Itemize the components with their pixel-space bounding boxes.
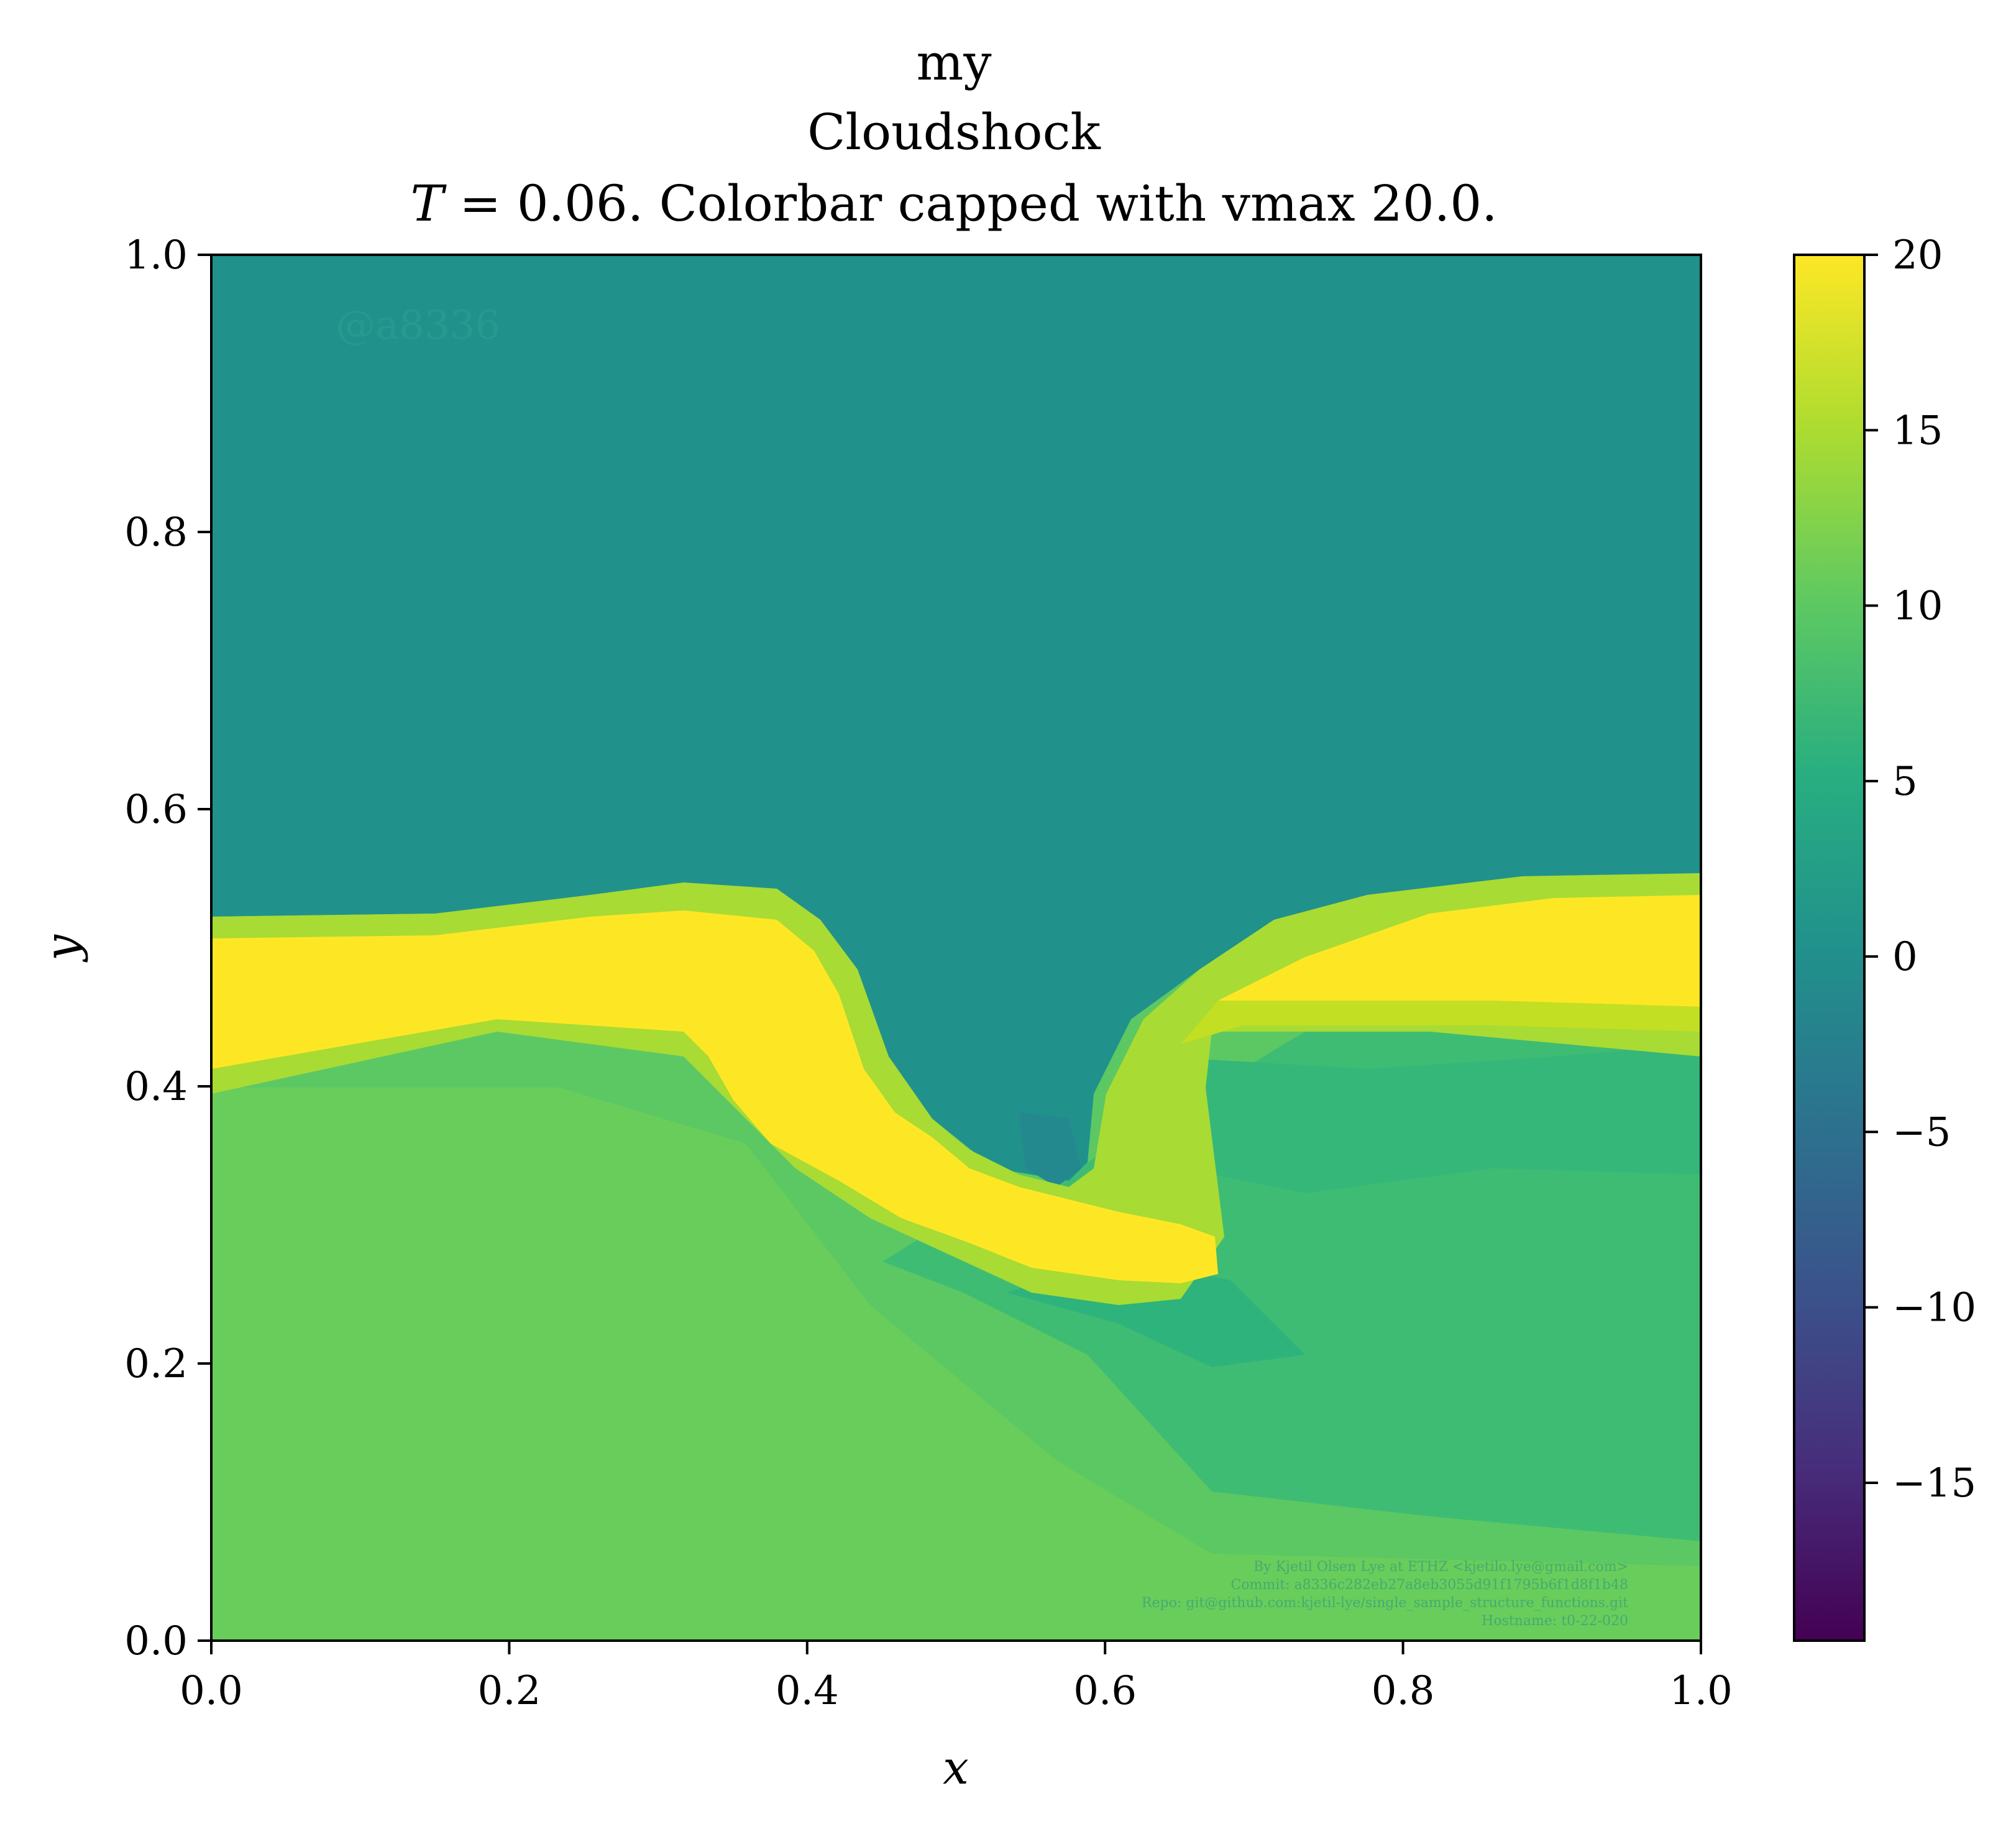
colorbar-tick-label: −10: [1892, 1285, 1976, 1331]
field-lower-left: [211, 1088, 1701, 1641]
watermark-tag: @a8336: [336, 303, 500, 349]
field-upper-dip: [1019, 1112, 1081, 1187]
title-line-1: my: [916, 34, 991, 91]
y-tick-label: 0.0: [124, 1618, 188, 1664]
colorbar-tick-label: 0: [1892, 934, 1918, 980]
colorbar-tick-label: 15: [1892, 408, 1943, 454]
title-t-rest: = 0.06. Colorbar capped with vmax 20.0.: [444, 175, 1498, 232]
plot-frame: [210, 254, 1702, 1642]
chart-title: my Cloudshock T = 0.06. Colorbar capped …: [410, 34, 1497, 232]
y-tick-label: 1.0: [124, 232, 188, 278]
colorbar-tick-label: −5: [1892, 1109, 1951, 1155]
y-tick-label: 0.6: [124, 787, 188, 833]
y-axis-label: y: [35, 934, 89, 963]
title-t-symbol: T: [410, 175, 447, 232]
field-lower-right-mid: [1156, 1044, 1701, 1193]
x-tick-label: 0.2: [478, 1668, 541, 1714]
y-tick-label: 0.4: [124, 1064, 188, 1110]
colorbar-axis: 20 15 10 5 0 −5 −10 −15: [1864, 232, 1976, 1506]
colorbar-tick-label: −15: [1892, 1460, 1976, 1506]
watermark-footer-line-3: Repo: git@github.com:kjetil-lye/single_s…: [1142, 1595, 1628, 1611]
colorbar: [1793, 254, 1866, 1642]
x-tick-label: 0.0: [180, 1668, 243, 1714]
watermark-footer-line-2: Commit: a8336c282eb27a8eb3055d91f1795b6f…: [1230, 1577, 1628, 1593]
y-tick-label: 0.2: [124, 1341, 188, 1387]
watermark-footer-line-4: Hostname: t0-22-020: [1482, 1613, 1628, 1629]
field-band-fringe-right: [1181, 1001, 1701, 1044]
colorbar-tick-label: 10: [1892, 584, 1943, 630]
colorbar-tick-label: 20: [1892, 232, 1943, 278]
title-line-2: Cloudshock: [807, 103, 1101, 161]
field-band-core-right: [1218, 895, 1701, 1007]
heatmap-field: [211, 255, 1701, 1641]
y-axis: 0.0 0.2 0.4 0.6 0.8 1.0: [124, 232, 211, 1664]
x-tick-label: 0.8: [1372, 1668, 1435, 1714]
field-upper: [211, 255, 1701, 1181]
x-tick-label: 0.6: [1073, 1668, 1137, 1714]
y-tick-label: 0.8: [124, 510, 188, 556]
field-band-core: [211, 910, 1218, 1283]
x-tick-label: 1.0: [1669, 1668, 1733, 1714]
watermark-footer-line-1: By Kjetil Olsen Lye at ETHZ <kjetilo.lye…: [1253, 1559, 1628, 1575]
colorbar-tick-label: 5: [1892, 759, 1918, 805]
x-axis-label: x: [943, 1741, 969, 1795]
title-line-3: T = 0.06. Colorbar capped with vmax 20.0…: [410, 175, 1497, 232]
x-tick-label: 0.4: [776, 1668, 839, 1714]
x-axis: 0.0 0.2 0.4 0.6 0.8 1.0: [180, 1641, 1733, 1714]
watermark-footer: By Kjetil Olsen Lye at ETHZ <kjetilo.lye…: [1142, 1559, 1628, 1629]
